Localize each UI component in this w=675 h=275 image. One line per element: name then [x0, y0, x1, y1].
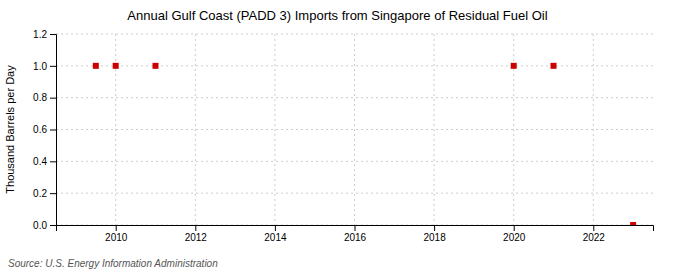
y-axis: 0.0 0.2 0.4 0.6 0.8 1.0 1.2	[33, 29, 56, 231]
grid-line	[513, 34, 514, 225]
y-tick-mark	[50, 130, 56, 131]
x-tick-mark	[434, 225, 435, 231]
grid-line	[195, 34, 196, 225]
y-tick: 0.8	[33, 92, 56, 103]
y-tick-label: 1.2	[33, 29, 47, 40]
y-tick: 0.6	[33, 124, 56, 135]
grid-line	[56, 161, 653, 162]
point	[153, 63, 159, 69]
x-tick-label: 2014	[264, 232, 287, 243]
y-tick-mark	[50, 225, 56, 226]
grid-line	[56, 34, 653, 35]
x-axis: 2010 2012 2014 2016 2018 2020 2022	[57, 225, 654, 243]
y-tick-label: 0.6	[33, 124, 47, 135]
grid-line	[354, 34, 355, 225]
grid-line	[434, 34, 435, 225]
y-tick: 1.2	[33, 29, 56, 40]
point	[511, 63, 517, 69]
y-tick-mark	[50, 34, 56, 35]
y-axis-line	[50, 35, 57, 226]
x-tick: 2010	[105, 225, 128, 243]
y-axis-title: Thousand Barrels per Day	[4, 65, 16, 194]
x-tick: 2018	[423, 225, 446, 243]
grid-line	[56, 129, 653, 130]
y-tick: 0.0	[33, 220, 56, 231]
x-tick: 2016	[344, 225, 367, 243]
source: Source: U.S. Energy Information Administ…	[8, 258, 218, 269]
x-tick-mark	[355, 225, 356, 231]
y-tick-label: 1.0	[33, 61, 47, 72]
y-tick-mark	[50, 98, 56, 99]
y-tick-mark	[50, 193, 56, 194]
x-tick-mark	[116, 225, 117, 231]
x-tick: 2022	[583, 225, 606, 243]
y-tick-label: 0.4	[33, 156, 47, 167]
x-tick-label: 2018	[423, 232, 446, 243]
x-tick-mark	[195, 225, 196, 231]
x-tick-mark	[514, 225, 515, 231]
x-tick-label: 2022	[583, 232, 606, 243]
points	[93, 63, 636, 225]
y-tick-mark	[50, 161, 56, 162]
grid-line	[274, 34, 275, 225]
title: Annual Gulf Coast (PADD 3) Imports from …	[127, 8, 547, 23]
y-tick-label: 0.2	[33, 188, 47, 199]
point	[630, 222, 636, 225]
y-tick-label: 0.8	[33, 92, 47, 103]
x-tick-label: 2010	[105, 232, 128, 243]
y-tick-label: 0.0	[33, 220, 47, 231]
plot: 2010 2012 2014 2016 2018 2020 2022 0.0 0.2 0.4 0.6…	[33, 29, 653, 243]
grid-line	[56, 65, 653, 66]
point	[551, 63, 557, 69]
x-axis-line	[57, 226, 654, 232]
x-tick-label: 2012	[185, 232, 208, 243]
y-tick: 1.0	[33, 61, 56, 72]
x-tick-mark	[275, 225, 276, 231]
y-tick: 0.4	[33, 156, 56, 167]
point	[93, 63, 99, 69]
x-tick: 2014	[264, 225, 287, 243]
x-tick-mark	[593, 225, 594, 231]
y-tick-mark	[50, 66, 56, 67]
grid-line	[56, 193, 653, 194]
chart: 2010 2012 2014 2016 2018 2020 2022 0.0 0.2 0.4 0.6…	[0, 0, 675, 275]
x-tick-label: 2020	[503, 232, 526, 243]
x-tick-label: 2016	[344, 232, 367, 243]
y-tick: 0.2	[33, 188, 56, 199]
point	[113, 63, 119, 69]
x-tick: 2012	[185, 225, 208, 243]
grid-line	[56, 97, 653, 98]
grid	[56, 34, 653, 225]
x-tick: 2020	[503, 225, 526, 243]
